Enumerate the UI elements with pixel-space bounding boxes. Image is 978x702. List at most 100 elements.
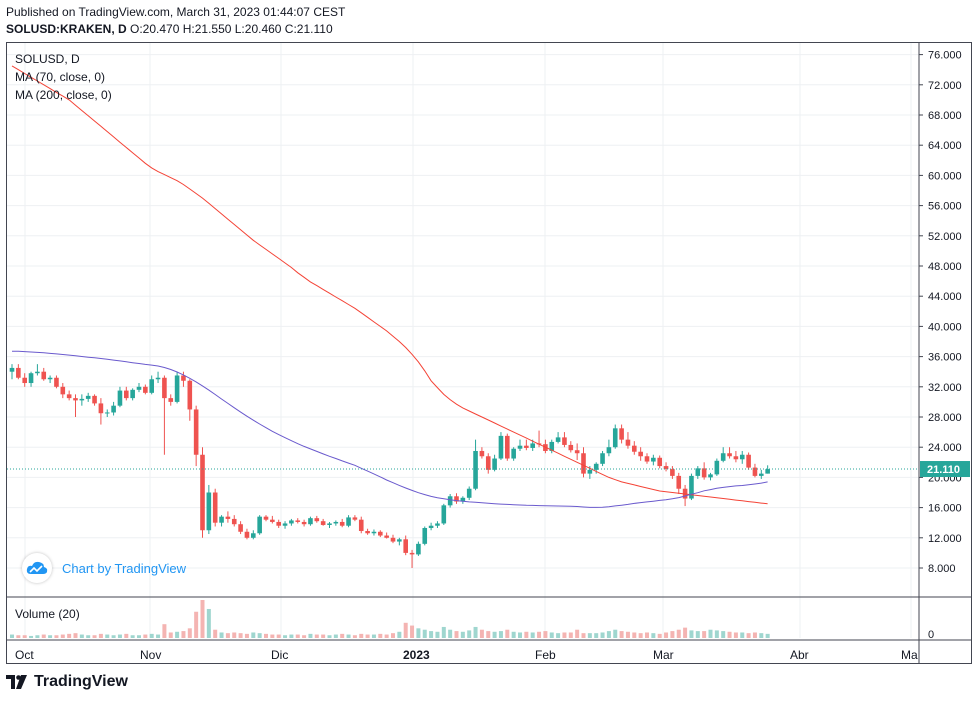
candle-body [600,453,605,464]
ohlc-values: O:20.470 H:21.550 L:20.460 C:21.110 [130,22,333,36]
candle-body [619,428,624,440]
volume-bar [168,632,173,638]
volume-bar [340,633,345,638]
volume-bar [308,633,313,638]
candle-body [663,466,669,470]
y-tick-label: 40.000 [928,321,962,333]
volume-bar [41,634,46,638]
candle-body [333,521,339,524]
volume-bar [391,633,395,638]
candle-body [358,519,364,532]
volume-bar [429,631,434,638]
candle-body [670,469,675,476]
volume-bar [486,631,491,638]
candle-body [384,535,389,538]
volume-bar [581,633,586,638]
volume-bar [549,632,554,638]
candle-body [454,496,459,502]
symbol-line: SOLUSD:KRAKEN, D [6,22,127,36]
volume-bar [600,632,605,638]
volume-bar [594,633,599,638]
candle-body [308,518,313,525]
volume-bar [200,600,205,638]
volume-bar [625,631,630,638]
y-tick-label: 64.000 [928,140,962,152]
y-tick-label: 36.000 [928,352,962,364]
volume-bar [365,634,370,638]
candle-body [752,467,758,476]
candle-body [143,386,148,393]
volume-bar [251,632,256,638]
candle-body [466,488,472,498]
volume-bar [124,633,129,638]
volume-bar [530,632,535,638]
y-tick-label: 76.000 [928,50,962,62]
volume-bar [257,633,262,638]
volume-bar [562,632,567,638]
candle-body [657,457,662,467]
candle-body [378,531,383,536]
volume-bar [117,634,122,638]
volume-bar [695,631,700,638]
y-tick-label: 56.000 [928,201,962,213]
volume-bar [143,634,148,638]
volume-bar [16,635,21,638]
volume-bar [708,629,713,638]
candle-body [41,371,47,380]
volume-bar [632,632,637,638]
candle-body [174,375,180,402]
y-tick-label: 12.000 [928,533,962,545]
volume-bar [518,632,522,638]
volume-bar [397,631,402,638]
candle-body [295,520,301,522]
candle-body [371,531,377,534]
volume-bar [321,634,326,638]
volume-bar [156,634,161,638]
x-tick-label: Abr [790,648,809,662]
candle-body [162,377,167,399]
volume-bar [86,635,91,638]
volume-bar [54,635,59,638]
candle-body [22,377,27,384]
candle-body [35,371,40,374]
candle-body [765,469,770,474]
brand-text: TradingView [34,673,128,690]
y-tick-label: 48.000 [928,261,962,273]
volume-bar [460,631,465,638]
volume-bar [264,633,268,638]
candle-body [562,437,567,445]
candle-body [517,445,523,449]
candle-body [289,520,294,524]
volume-bar [289,634,294,638]
candle-body [530,443,535,448]
candle-body [505,435,510,459]
volume-bar [130,635,135,638]
volume-bar [568,632,573,638]
candle-body [104,412,110,414]
chart-frame[interactable] [6,42,972,664]
volume-bar [327,635,332,638]
candle-body [98,403,104,414]
candle-body [346,517,351,526]
volume-bar [175,631,180,638]
legend-ma200: MA (200, close, 0) [15,88,112,102]
watermark[interactable]: Chart by TradingView [22,553,186,583]
candle-body [225,516,231,519]
candle-body [124,390,129,399]
volume-bar [270,634,275,638]
volume-bar [29,635,34,638]
volume-bar [352,635,357,638]
volume-bar [238,633,243,638]
x-tick-label: Feb [535,648,556,662]
volume-bar [638,633,643,638]
volume-bar [403,622,408,638]
brand-logo[interactable]: TradingView [6,673,128,691]
volume-bar [149,633,154,638]
candle-body [282,523,288,526]
y-tick-label: 24.000 [928,442,962,454]
candle-body [390,537,396,542]
candle-body [79,398,85,401]
y-tick-label: 8.000 [928,563,956,575]
candle-body [244,531,250,538]
